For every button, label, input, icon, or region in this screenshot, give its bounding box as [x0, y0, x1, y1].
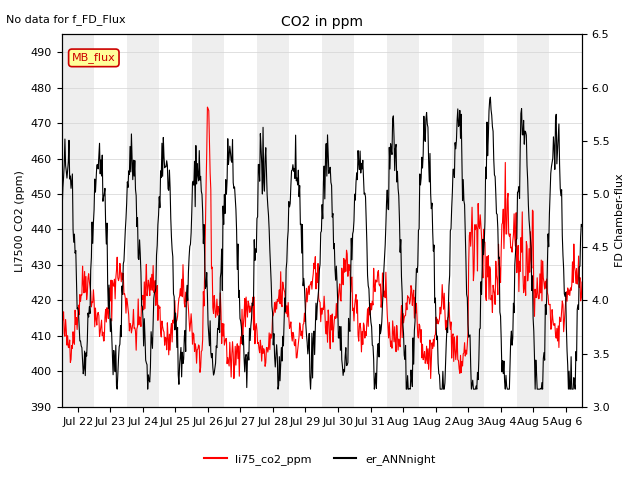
Bar — [257, 35, 289, 407]
Y-axis label: LI7500 CO2 (ppm): LI7500 CO2 (ppm) — [15, 169, 25, 272]
Y-axis label: FD Chamber-flux: FD Chamber-flux — [615, 174, 625, 267]
Bar — [322, 35, 355, 407]
Bar — [387, 35, 419, 407]
Title: CO2 in ppm: CO2 in ppm — [281, 15, 363, 29]
Text: MB_flux: MB_flux — [72, 52, 116, 63]
Bar — [452, 35, 484, 407]
Legend: li75_co2_ppm, er_ANNnight: li75_co2_ppm, er_ANNnight — [200, 450, 440, 469]
Bar — [191, 35, 224, 407]
Bar — [61, 35, 94, 407]
Bar — [127, 35, 159, 407]
Bar — [517, 35, 550, 407]
Text: No data for f_FD_Flux: No data for f_FD_Flux — [6, 14, 126, 25]
